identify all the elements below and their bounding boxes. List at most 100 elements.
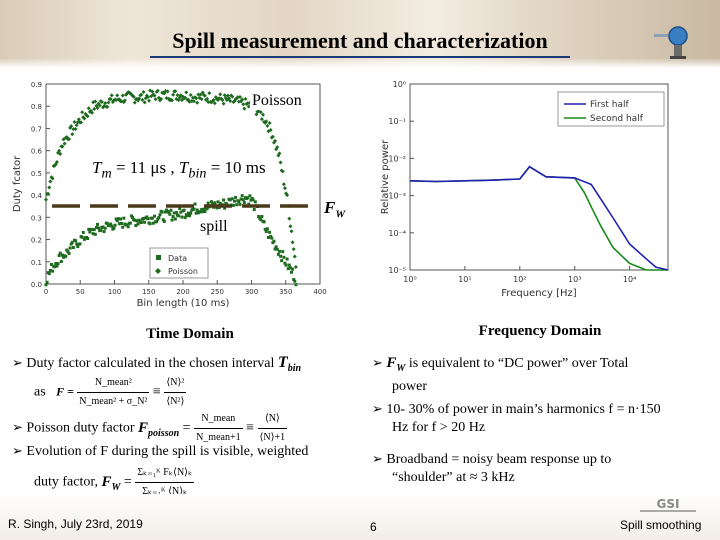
data-point: [209, 200, 213, 204]
data-point: [57, 254, 61, 258]
poisson-point: [270, 134, 275, 139]
tbin-sub: bin: [188, 165, 207, 182]
spill-overlay-label: spill: [198, 218, 230, 236]
poisson-point: [288, 224, 293, 229]
data-point: [139, 221, 143, 225]
poisson-point: [166, 96, 171, 101]
weighted-duty-factor-formula: duty factor, FW = Σₖ₌₁ᴷ Fₖ⟨N⟩ₖ Σₖ₌₁ᴷ ⟨N⟩ₖ: [34, 464, 364, 501]
poisson-point: [153, 97, 158, 102]
data-point: [120, 221, 124, 225]
x-tick-label: 10¹: [458, 275, 471, 284]
equiv-sign: ≡: [152, 384, 161, 400]
data-point: [125, 223, 129, 227]
data-point: [86, 237, 90, 241]
poisson-point: [106, 100, 111, 105]
poisson-point: [130, 93, 135, 98]
fraction-5: Σₖ₌₁ᴷ Fₖ⟨N⟩ₖ Σₖ₌₁ᴷ ⟨N⟩ₖ: [135, 464, 195, 501]
poisson-point: [73, 127, 78, 132]
fpoisson-sub: poisson: [148, 427, 180, 439]
bullet-arrow-icon: ➢: [12, 419, 23, 435]
poisson-point: [259, 117, 264, 122]
tbin-symbol: T: [178, 158, 189, 177]
poisson-point: [261, 112, 266, 117]
poisson-point: [46, 191, 51, 196]
x-tick-label: 100: [108, 288, 121, 296]
poisson-point: [289, 229, 294, 234]
poisson-point: [90, 110, 95, 115]
data-point: [137, 218, 141, 222]
tm-sub: m: [101, 165, 112, 182]
data-point: [246, 196, 250, 200]
data-point: [218, 201, 222, 205]
poisson-point: [131, 94, 136, 99]
poisson-point: [121, 100, 126, 105]
poisson-point: [281, 182, 286, 187]
poisson-point: [221, 101, 226, 106]
timing-formula: Tm = 11 μs , Tbin = 10 ms: [92, 158, 266, 182]
poisson-point: [285, 193, 290, 198]
bullet-text: Evolution of F during the spill is visib…: [26, 444, 309, 459]
poisson-point: [117, 97, 122, 102]
poisson-point: [274, 147, 279, 152]
data-point: [274, 245, 278, 249]
data-point: [121, 225, 125, 229]
data-point: [93, 232, 97, 236]
data-point: [177, 214, 181, 218]
poisson-overlay-label: Poisson: [250, 92, 304, 110]
poisson-point: [119, 99, 124, 104]
poisson-point: [111, 98, 116, 103]
data-point: [88, 230, 92, 234]
x-tick-label: 400: [313, 288, 326, 296]
data-point: [178, 206, 182, 210]
bullet-duty-factor: ➢ Duty factor calculated in the chosen i…: [12, 354, 362, 378]
poisson-point: [243, 97, 248, 102]
poisson-point: [189, 99, 194, 104]
poisson-point: [120, 93, 125, 98]
poisson-point: [220, 98, 225, 103]
data-point: [71, 246, 75, 250]
legend-label: Second half: [590, 114, 644, 124]
data-point: [253, 200, 257, 204]
bullet-harmonics: ➢ 10- 30% of power in main’s harmonics f…: [372, 400, 712, 437]
data-point: [136, 222, 140, 226]
y-tick-label: 0.1: [31, 259, 42, 267]
legend-box: [557, 91, 665, 127]
data-point: [201, 210, 205, 214]
poisson-point: [142, 100, 147, 105]
fw-symbol-b: F: [101, 473, 112, 490]
data-point: [239, 197, 243, 201]
data-point: [240, 194, 244, 198]
data-point: [44, 283, 48, 287]
data-point: [206, 201, 210, 205]
poisson-point: [277, 151, 282, 156]
data-point: [260, 214, 264, 218]
poisson-point: [210, 99, 215, 104]
poisson-point: [234, 96, 239, 101]
data-point: [273, 247, 277, 251]
data-point: [200, 208, 204, 212]
poisson-point: [149, 94, 154, 99]
poisson-point: [241, 102, 246, 107]
data-point: [231, 203, 235, 207]
bullet-weighted-duty-factor: ➢ Evolution of F during the spill is vis…: [12, 442, 364, 461]
data-point: [145, 215, 149, 219]
poisson-point: [278, 160, 283, 165]
data-point: [135, 219, 139, 223]
poisson-point: [242, 106, 247, 111]
poisson-point: [145, 95, 150, 100]
poisson-point: [207, 91, 212, 96]
data-point: [161, 218, 165, 222]
data-point: [162, 219, 166, 223]
data-point: [56, 262, 60, 266]
poisson-point: [69, 124, 74, 129]
duty-factor-chart: 0.0 0.1 0.2 0.3 0.4 0.5 0.6 0.7 0.8 0.9 0 50 100 150 2…: [12, 81, 327, 309]
tm-value: = 11 μs ,: [111, 158, 175, 177]
x-tick-label: 250: [211, 288, 224, 296]
data-point: [193, 202, 197, 206]
data-point: [194, 211, 198, 215]
bullet-arrow-icon: ➢: [12, 355, 23, 370]
poisson-point: [136, 98, 141, 103]
poisson-point: [94, 103, 99, 108]
poisson-point: [229, 93, 234, 98]
tm-symbol: T: [92, 158, 102, 177]
